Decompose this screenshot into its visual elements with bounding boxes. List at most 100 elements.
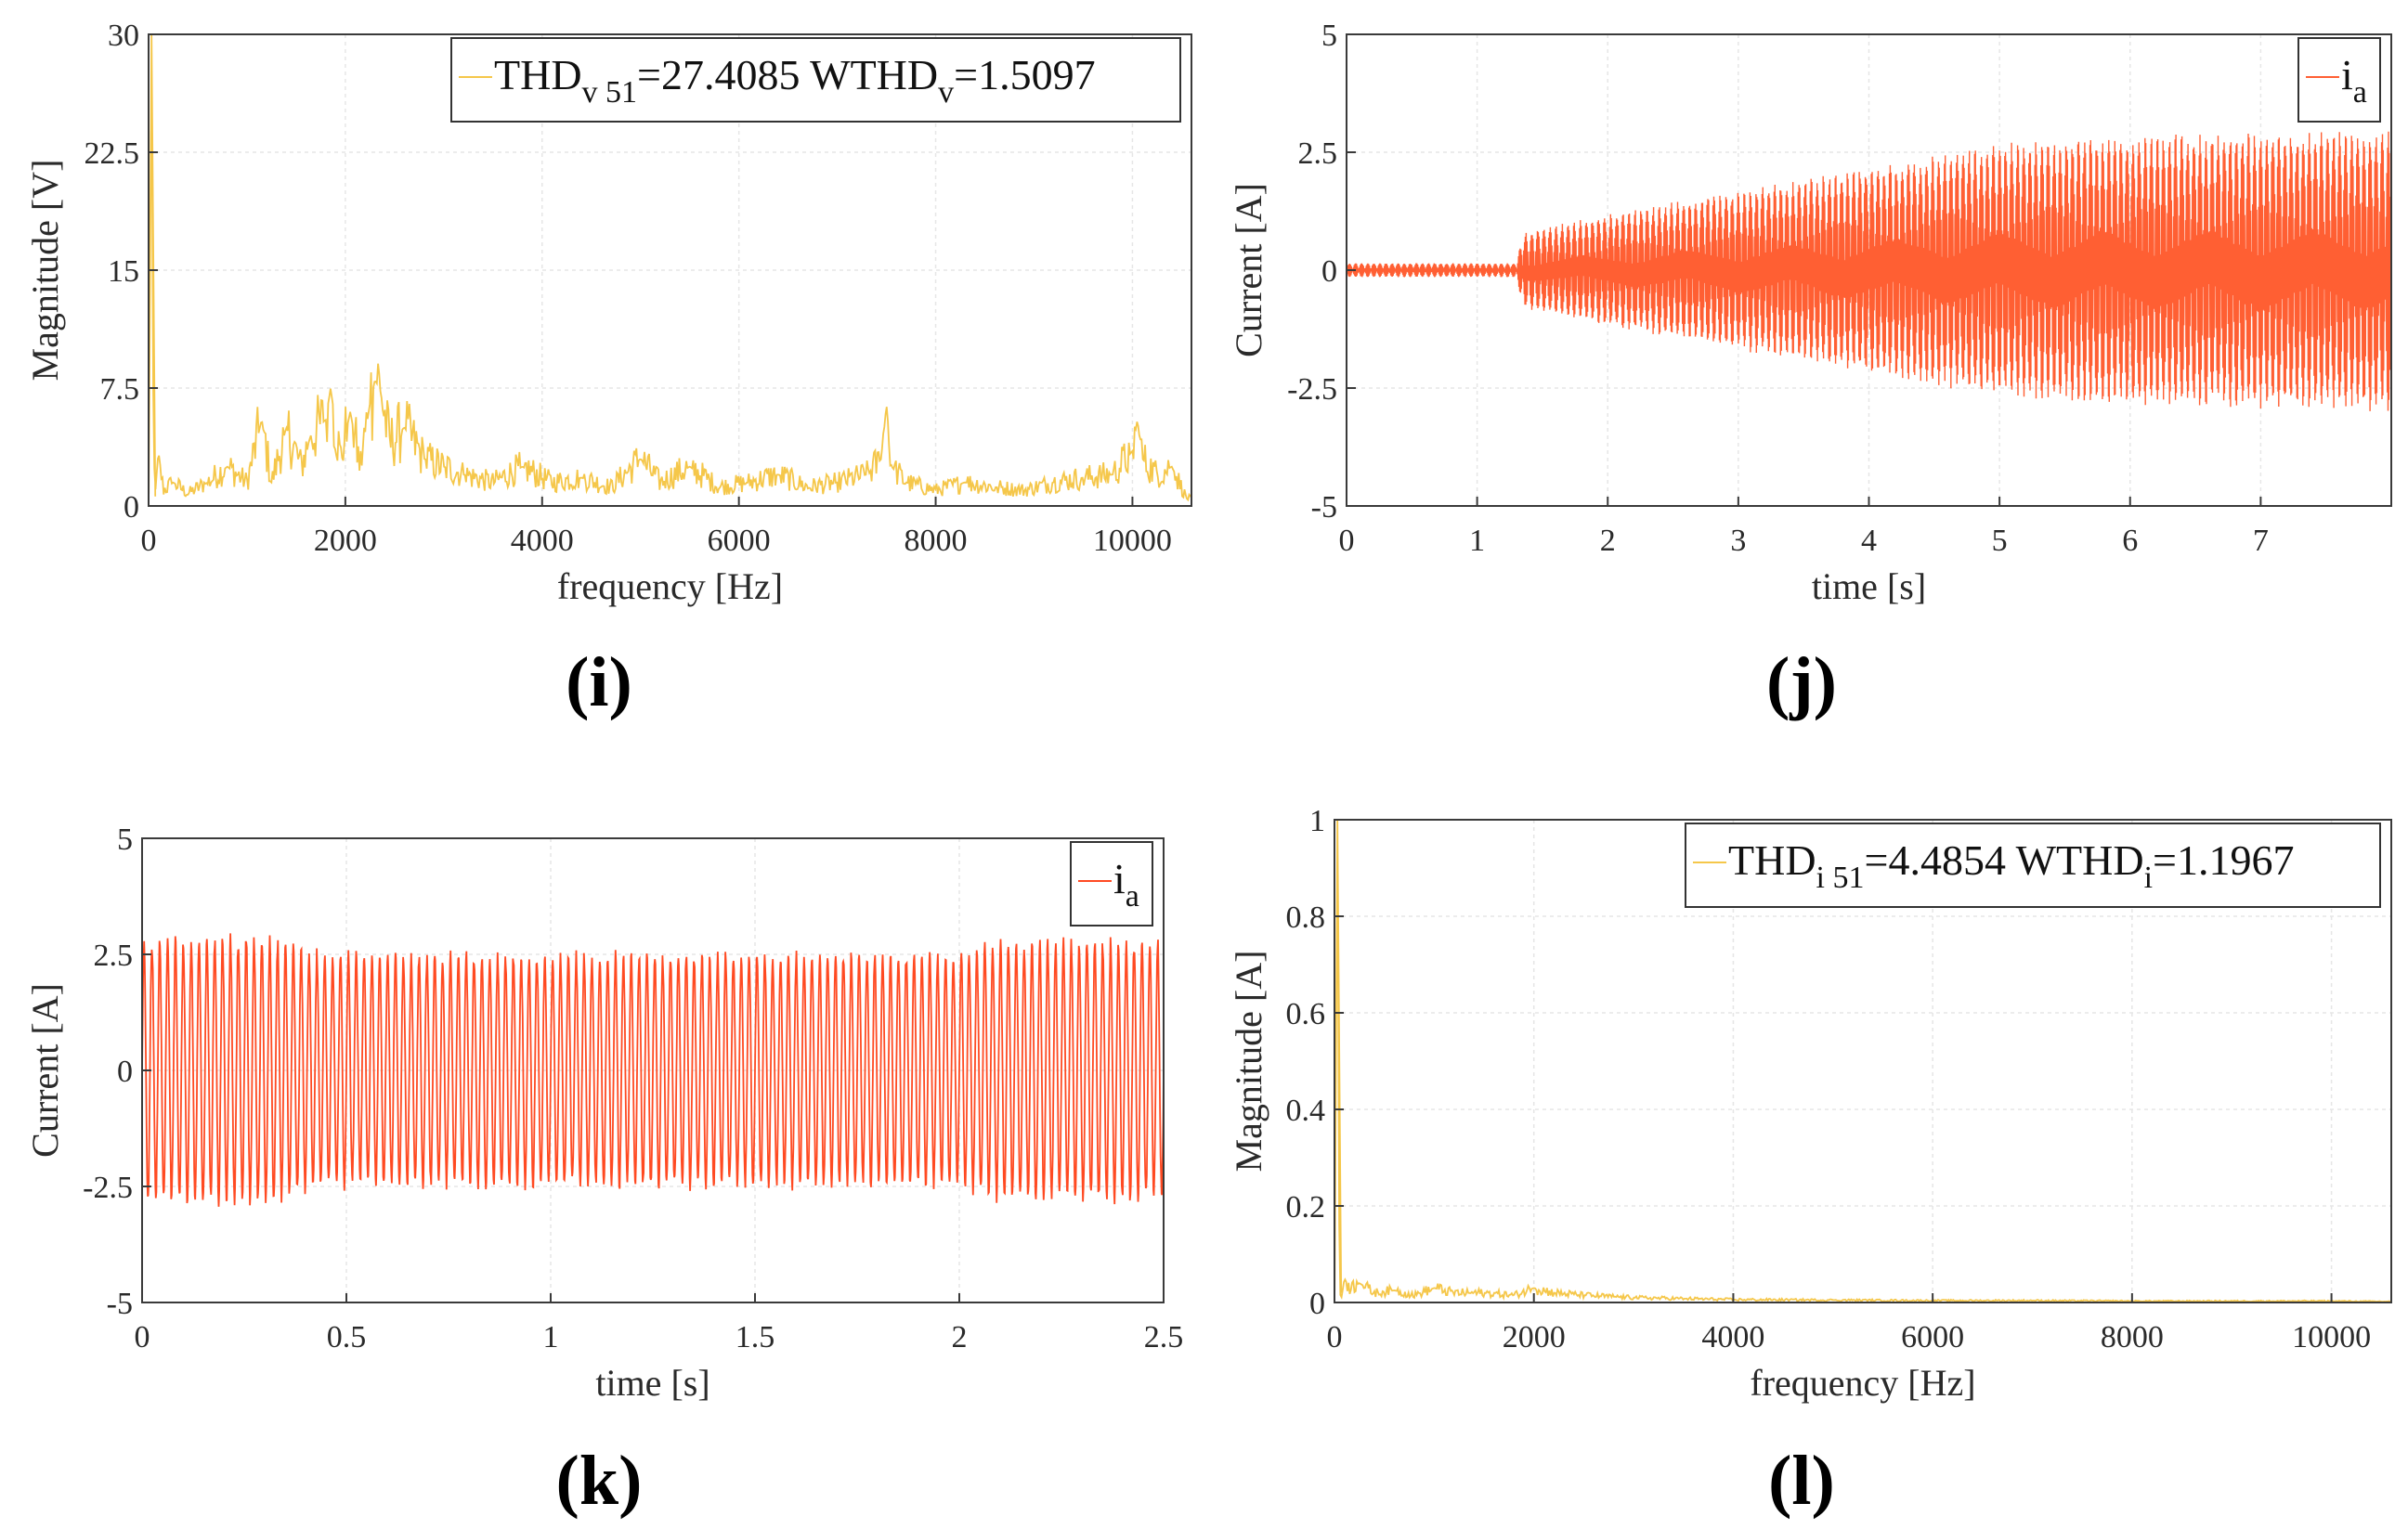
y-tick-label-2: 0.4 xyxy=(1286,1094,1326,1128)
y-tick-label-0: -5 xyxy=(1311,490,1337,525)
legend-end-l: =1.1967 xyxy=(2153,836,2294,884)
y-tick-label-4: 5 xyxy=(1321,19,1337,53)
legend-text-l: THDi 51=4.4854 WTHDi=1.1967 xyxy=(1728,836,2294,895)
series-line-panel-k xyxy=(142,933,1164,1207)
plot-area-i xyxy=(149,34,1191,502)
x-tick-label-7: 7 xyxy=(2253,524,2269,558)
legend-mid-l: =4.4854 WTHD xyxy=(1865,836,2144,884)
legend-j: ia xyxy=(2297,37,2381,123)
series-line-panel-i xyxy=(149,34,1191,502)
x-tick-label-4: 2 xyxy=(952,1320,968,1354)
plot-area-l xyxy=(1334,820,2391,1302)
x-axis-label-l: frequency [Hz] xyxy=(1750,1362,1975,1404)
legend-frame-j xyxy=(2297,37,2381,123)
ticks-k: 0 0.5 1 1.5 2 2.5 -5 -2.5 0 2.5 5 xyxy=(83,823,1183,1354)
panel-label-l: (l) xyxy=(1768,1442,1835,1520)
y-tick-label-1: 0.2 xyxy=(1286,1190,1326,1224)
y-tick-label-1: -2.5 xyxy=(83,1171,133,1205)
legend-text-k: ia xyxy=(1113,855,1139,914)
chart-panel-j: 0 1 2 3 4 5 6 7 -5 -2.5 0 2.5 5 time [s] Current [A]… xyxy=(1228,19,2392,721)
x-tick-label-2: 4000 xyxy=(511,524,574,558)
series-line-panel-l xyxy=(1334,820,2391,1302)
panel-label-i: (i) xyxy=(566,643,632,721)
x-tick-label-0: 0 xyxy=(1327,1320,1343,1354)
chart-panel-l: 0 2000 4000 6000 8000 10000 0 0.2 0.4 0.6 0.8 1 fre… xyxy=(1228,804,2392,1520)
x-tick-label-1: 2000 xyxy=(1503,1320,1566,1354)
y-tick-label-4: 5 xyxy=(117,823,133,857)
x-tick-label-1: 0.5 xyxy=(327,1320,367,1354)
legend-thd-l: THD xyxy=(1728,836,1816,884)
chart-panel-k: 0 0.5 1 1.5 2 2.5 -5 -2.5 0 2.5 5 time [s] Current… xyxy=(24,823,1183,1520)
x-tick-label-5: 5 xyxy=(1992,524,2008,558)
y-axis-label-i: Magnitude [V] xyxy=(24,160,66,382)
x-tick-label-4: 8000 xyxy=(905,524,968,558)
y-axis-label-k: Current [A] xyxy=(24,983,66,1158)
x-tick-label-4: 8000 xyxy=(2101,1320,2164,1354)
y-tick-label-1: -2.5 xyxy=(1287,372,1337,407)
y-tick-label-3: 2.5 xyxy=(94,939,134,973)
y-tick-label-3: 2.5 xyxy=(1298,136,1338,171)
legend-sub-a-k: a xyxy=(1126,879,1139,914)
axes-frame-l xyxy=(1334,819,2392,1303)
y-tick-label-2: 0 xyxy=(117,1055,133,1089)
x-tick-label-3: 6000 xyxy=(708,524,771,558)
y-tick-label-3: 0.6 xyxy=(1286,997,1326,1031)
y-tick-label-5: 1 xyxy=(1309,804,1325,838)
y-axis-label-j: Current [A] xyxy=(1228,183,1269,357)
legend-thd-i: THD xyxy=(494,51,582,98)
y-tick-label-0: 0 xyxy=(1309,1287,1325,1321)
plot-area-j xyxy=(1347,131,2391,411)
y-tick-label-2: 0 xyxy=(1321,254,1337,289)
legend-frame-i xyxy=(450,37,1181,123)
x-axis-label-j: time [s] xyxy=(1812,565,1926,607)
y-tick-label-0: 0 xyxy=(124,490,139,525)
legend-text-j: ia xyxy=(2341,51,2367,110)
legend-sub2-l: i xyxy=(2144,861,2153,895)
legend-end-i: =1.5097 xyxy=(954,51,1095,98)
legend-frame-k xyxy=(1070,841,1153,926)
legend-i-k: i xyxy=(1113,855,1126,902)
legend-l: THDi 51=4.4854 WTHDi=1.1967 xyxy=(1685,823,2381,908)
x-tick-label-1: 2000 xyxy=(314,524,377,558)
x-tick-label-1: 1 xyxy=(1469,524,1485,558)
legend-sub1-l: i 51 xyxy=(1816,861,1865,895)
series-line-panel-j xyxy=(1347,131,2391,411)
x-tick-label-6: 6 xyxy=(2122,524,2138,558)
y-tick-label-4: 0.8 xyxy=(1286,901,1326,935)
x-tick-label-0: 0 xyxy=(1339,524,1355,558)
y-tick-label-3: 22.5 xyxy=(85,136,140,171)
legend-sub-a-j: a xyxy=(2353,75,2367,110)
chart-panel-i: 0 2000 4000 6000 8000 10000 0 7.5 15 22.5 30 frequ… xyxy=(24,19,1192,721)
plot-area-k xyxy=(142,933,1164,1207)
x-tick-label-3: 1.5 xyxy=(735,1320,775,1354)
x-axis-label-k: time [s] xyxy=(595,1362,709,1404)
legend-i: THDv 51=27.4085 WTHDv=1.5097 xyxy=(450,37,1181,123)
legend-sub2-i: v xyxy=(938,75,954,110)
x-tick-label-0: 0 xyxy=(135,1320,150,1354)
x-tick-label-5: 10000 xyxy=(1093,524,1172,558)
x-tick-label-3: 6000 xyxy=(1901,1320,1964,1354)
panel-label-j: (j) xyxy=(1766,643,1837,721)
x-tick-label-3: 3 xyxy=(1730,524,1746,558)
y-axis-label-l: Magnitude [A] xyxy=(1228,951,1269,1173)
ticks-j: 0 1 2 3 4 5 6 7 -5 -2.5 0 2.5 5 xyxy=(1287,19,2269,558)
ticks-l: 0 2000 4000 6000 8000 10000 0 0.2 0.4 0.6 0.8 1 xyxy=(1286,804,2372,1354)
legend-frame-l xyxy=(1685,823,2381,908)
panel-label-k: (k) xyxy=(556,1442,643,1520)
ticks-i: 0 2000 4000 6000 8000 10000 0 7.5 15 22.5 30 xyxy=(85,19,1172,558)
x-tick-label-2: 1 xyxy=(543,1320,559,1354)
y-tick-label-2: 15 xyxy=(108,254,139,289)
legend-text-i: THDv 51=27.4085 WTHDv=1.5097 xyxy=(494,51,1096,110)
x-tick-label-5: 10000 xyxy=(2292,1320,2371,1354)
x-tick-label-2: 2 xyxy=(1600,524,1616,558)
x-tick-label-2: 4000 xyxy=(1701,1320,1764,1354)
y-tick-label-0: -5 xyxy=(107,1287,133,1321)
x-tick-label-5: 2.5 xyxy=(1144,1320,1184,1354)
legend-k: ia xyxy=(1070,841,1153,926)
y-tick-label-4: 30 xyxy=(108,19,139,53)
x-tick-label-0: 0 xyxy=(141,524,157,558)
legend-sub1-i: v 51 xyxy=(582,75,638,110)
x-axis-label-i: frequency [Hz] xyxy=(557,565,783,607)
legend-mid-i: =27.4085 WTHD xyxy=(637,51,938,98)
